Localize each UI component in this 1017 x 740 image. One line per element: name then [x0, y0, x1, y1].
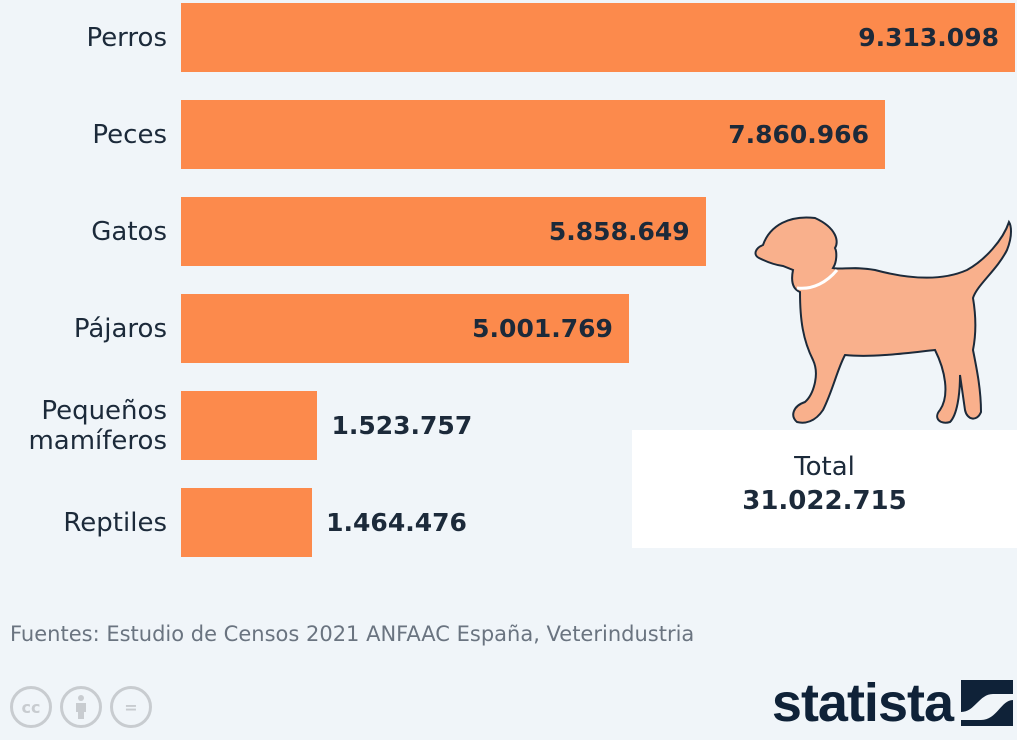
- bar-chart: Perros 9.313.098 Peces 7.860.966 Gatos 5.858.…: [28, 3, 1015, 557]
- value-label: 1.523.757: [331, 411, 473, 440]
- bar: [181, 391, 318, 460]
- total-label: Total: [794, 452, 855, 482]
- by-icon[interactable]: [60, 686, 102, 728]
- statista-mark-icon: [961, 680, 1013, 726]
- bar: [181, 100, 885, 169]
- bar: [181, 197, 706, 266]
- nd-icon[interactable]: =: [110, 686, 152, 728]
- total-value: 31.022.715: [742, 486, 907, 516]
- value-label: 5.001.769: [472, 314, 613, 343]
- bar: [181, 3, 1015, 72]
- value-label: 7.860.966: [728, 120, 869, 149]
- category-label: Gatos: [91, 216, 167, 247]
- category-label: Peces: [92, 119, 167, 150]
- category-label: Perros: [86, 22, 167, 53]
- total-box: Total 31.022.715: [632, 430, 1017, 548]
- bar: [181, 294, 629, 363]
- license-icons: cc =: [10, 686, 152, 728]
- source-note: Fuentes: Estudio de Censos 2021 ANFAAC E…: [10, 622, 695, 646]
- dog-illustration: [754, 216, 1012, 424]
- cc-glyph: cc: [21, 697, 41, 717]
- value-label: 9.313.098: [858, 23, 999, 52]
- category-label: Pájaros: [73, 313, 167, 344]
- category-label: Reptiles: [63, 507, 167, 538]
- logo-text: statista: [771, 673, 954, 733]
- category-label: Pequeños mamíferos: [28, 395, 167, 456]
- value-label: 1.464.476: [326, 508, 467, 537]
- bar: [181, 488, 313, 557]
- statista-logo[interactable]: statista: [772, 672, 1013, 734]
- value-label: 5.858.649: [548, 217, 690, 246]
- nd-glyph: =: [124, 697, 138, 717]
- cc-icon[interactable]: cc: [10, 686, 52, 728]
